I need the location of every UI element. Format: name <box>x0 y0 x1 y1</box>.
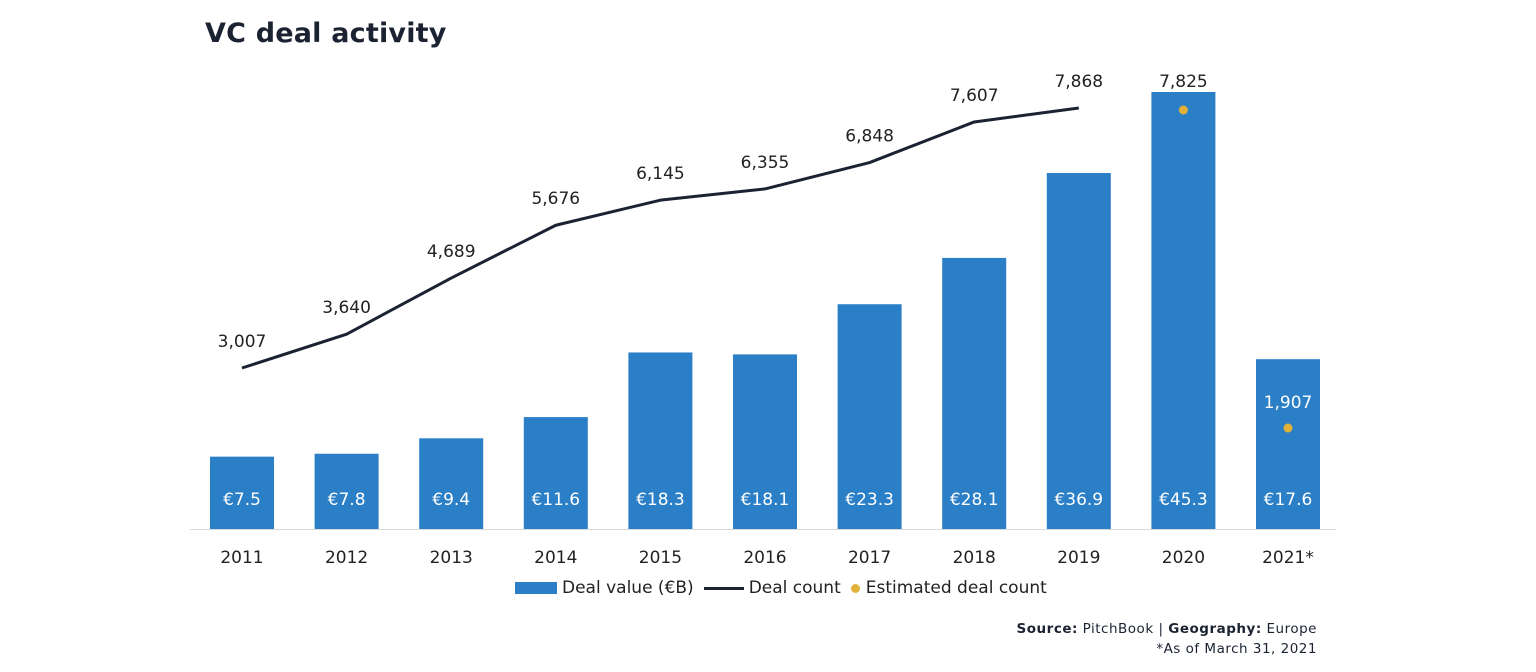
chart-title: VC deal activity <box>205 18 447 49</box>
deal-count-label: 6,145 <box>636 164 685 184</box>
bar-value-label: €7.5 <box>223 490 261 510</box>
estimated-deal-count-label: 1,907 <box>1264 393 1313 413</box>
deal-count-line <box>241 106 1079 370</box>
legend-swatch-bar <box>515 582 557 594</box>
bar-2018 <box>942 257 1007 529</box>
deal-count-label: 6,848 <box>845 127 894 147</box>
bar-2017 <box>837 304 902 529</box>
x-tick-label: 2012 <box>325 548 368 568</box>
bar-2015 <box>628 352 693 529</box>
bar-value-label: €28.1 <box>950 490 999 510</box>
source-note: Source: PitchBook | Geography: Europe *A… <box>1017 619 1317 659</box>
bar-value-label: €23.3 <box>845 490 894 510</box>
deal-count-label: 7,607 <box>950 86 999 106</box>
bar-2019 <box>1046 173 1111 529</box>
estimated-deal-count-point <box>1178 105 1188 115</box>
bar-value-label: €9.4 <box>432 490 470 510</box>
deal-count-label: 4,689 <box>427 242 476 262</box>
source-separator: | <box>1158 621 1164 637</box>
geography-value: Europe <box>1266 621 1317 637</box>
x-tick-label: 2011 <box>220 548 263 568</box>
geography-key: Geography: <box>1168 621 1262 637</box>
x-tick-label: 2016 <box>743 548 786 568</box>
x-tick-label: 2021* <box>1262 548 1314 568</box>
legend-swatch-line <box>703 586 744 590</box>
x-tick-label: 2015 <box>639 548 682 568</box>
legend-item-deal-count: Deal count <box>703 578 841 598</box>
deal-count-label: 7,868 <box>1054 72 1103 92</box>
deal-count-label: 6,355 <box>741 153 790 173</box>
deal-count-label: 5,676 <box>531 189 580 209</box>
bar-2011 <box>210 456 274 529</box>
legend-label-estimated: Estimated deal count <box>865 578 1047 598</box>
x-tick-label: 2014 <box>534 548 577 568</box>
x-tick-label: 2019 <box>1057 548 1100 568</box>
source-key: Source: <box>1016 621 1078 637</box>
bar-value-label: €11.6 <box>531 490 580 510</box>
bar-value-label: €18.1 <box>741 490 790 510</box>
bar-2014 <box>523 417 588 529</box>
bar-2021 <box>1256 359 1320 529</box>
bar-2020 <box>1151 92 1216 529</box>
bar-value-label: €36.9 <box>1054 490 1103 510</box>
x-tick-label: 2020 <box>1162 548 1205 568</box>
source-value: PitchBook <box>1082 621 1154 637</box>
bar-value-label: €18.3 <box>636 490 685 510</box>
legend: Deal value (€B) Deal count Estimated dea… <box>515 578 1057 598</box>
x-tick-label: 2018 <box>953 548 996 568</box>
x-tick-label: 2013 <box>430 548 473 568</box>
bar-2016 <box>733 354 797 529</box>
bar-2013 <box>419 438 484 529</box>
bar-2012 <box>314 453 379 529</box>
as-of-note: *As of March 31, 2021 <box>1156 641 1317 657</box>
bar-value-label: €7.8 <box>328 490 366 510</box>
legend-label-deal-value: Deal value (€B) <box>562 578 694 598</box>
legend-swatch-dot <box>850 583 860 593</box>
x-tick-label: 2017 <box>848 548 891 568</box>
source-line: Source: PitchBook | Geography: Europe <box>1017 619 1317 639</box>
legend-item-deal-value: Deal value (€B) <box>515 578 694 598</box>
legend-label-deal-count: Deal count <box>748 578 841 598</box>
bar-value-label: €17.6 <box>1264 490 1313 510</box>
bar-value-label: €45.3 <box>1159 490 1208 510</box>
estimated-deal-count-point <box>1283 423 1293 433</box>
deal-count-label: 3,640 <box>322 298 371 318</box>
estimated-deal-count-label: 7,825 <box>1159 72 1208 92</box>
legend-item-estimated: Estimated deal count <box>850 578 1047 598</box>
deal-count-label: 3,007 <box>218 332 267 352</box>
